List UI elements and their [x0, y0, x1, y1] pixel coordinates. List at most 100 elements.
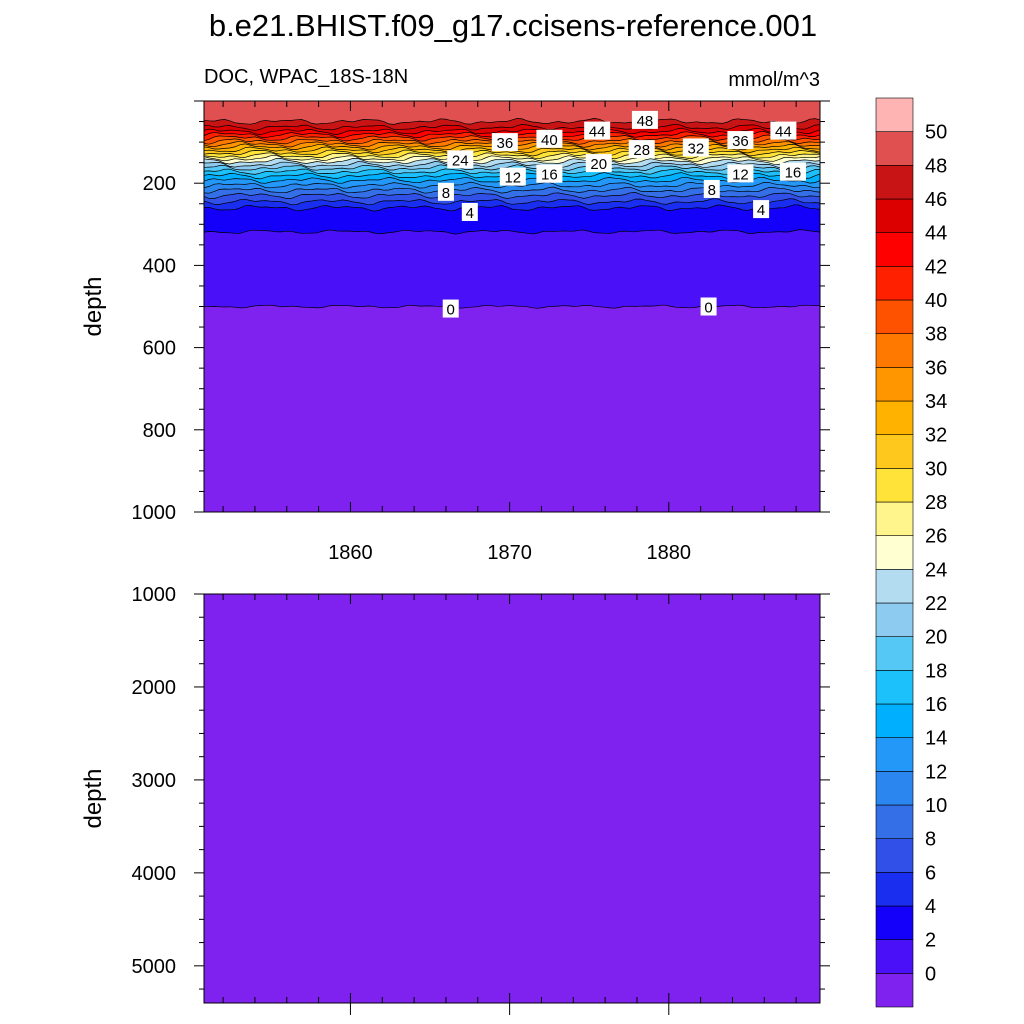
colorbar-label: 0 [925, 963, 936, 985]
colorbar-swatch [875, 434, 914, 469]
contour-label: 16 [536, 164, 563, 184]
contour-label: 32 [682, 138, 709, 157]
colorbar-label: 44 [925, 223, 947, 245]
y-tick-label: 4000 [132, 863, 177, 885]
colorbar-swatch [875, 771, 914, 806]
contour-label: 4 [753, 200, 770, 219]
colorbar-label: 42 [925, 256, 947, 278]
colorbar-label: 18 [925, 660, 947, 682]
colorbar-label: 16 [925, 694, 947, 716]
svg-text:16: 16 [785, 165, 802, 182]
colorbar-swatch [875, 703, 914, 738]
colorbar-swatch [875, 804, 914, 839]
contour-line-48 [204, 118, 820, 125]
contour-line-28 [204, 152, 820, 160]
contour-label: 12 [727, 164, 754, 183]
chart-title: b.e21.BHIST.f09_g17.ccisens-reference.00… [209, 8, 817, 43]
x-tick-label: 1880 [647, 542, 692, 564]
contour-label: 24 [447, 150, 474, 169]
x-tick-label: 1860 [328, 542, 373, 564]
x-tick-label: 1870 [487, 542, 532, 564]
contour-line-6 [204, 198, 820, 206]
colorbar-label: 2 [925, 930, 936, 952]
colorbar-label: 48 [925, 155, 947, 177]
colorbar-label: 20 [925, 627, 947, 649]
colorbar-label: 12 [925, 761, 947, 783]
svg-text:4: 4 [757, 202, 765, 219]
y-tick-label: 1000 [132, 502, 177, 524]
colorbar-swatch [875, 266, 914, 301]
colorbar-swatch [875, 838, 914, 873]
y-tick-label: 2000 [132, 677, 177, 699]
contour-label: 0 [700, 297, 717, 317]
svg-text:44: 44 [775, 124, 792, 141]
colorbar-swatch [875, 602, 914, 637]
svg-text:20: 20 [590, 156, 607, 173]
colorbar-label: 8 [925, 829, 936, 851]
y-tick-label: 3000 [132, 770, 177, 792]
colorbar-label: 10 [925, 795, 947, 817]
colorbar-swatch [875, 737, 914, 772]
contour-line-4 [204, 204, 820, 212]
colorbar-swatch [875, 400, 914, 435]
colorbar-swatch [875, 468, 914, 503]
svg-text:12: 12 [732, 166, 749, 183]
colorbar-swatch [875, 872, 914, 907]
colorbar-swatch [875, 670, 914, 705]
svg-text:4: 4 [466, 205, 474, 222]
band-above-48 [204, 101, 820, 125]
contour-line-20 [204, 164, 820, 172]
colorbar-label: 28 [925, 492, 947, 514]
colorbar-label: 32 [925, 425, 947, 447]
panel-frame [203, 593, 821, 1004]
svg-text:12: 12 [504, 170, 521, 187]
colorbar-swatch [875, 165, 914, 200]
colorbar-swatch [875, 367, 914, 402]
y-tick-label: 200 [143, 173, 176, 195]
contour-line-46 [204, 123, 820, 131]
colorbar-swatch [875, 97, 914, 132]
contour-line-22 [204, 161, 820, 169]
colorbar-label: 22 [925, 593, 947, 615]
colorbar-label: 24 [925, 559, 947, 581]
colorbar-label: 26 [925, 526, 947, 548]
colorbar-label: 30 [925, 458, 947, 480]
colorbar-label: 4 [925, 896, 936, 918]
colorbar-swatch [875, 299, 914, 334]
colorbar-swatch [875, 905, 914, 940]
colorbar-swatch [875, 333, 914, 368]
contour-label: 8 [703, 179, 720, 199]
svg-text:36: 36 [496, 135, 513, 152]
contour-label: 8 [437, 182, 454, 202]
contour-label: 20 [585, 154, 612, 173]
contour-line-24 [204, 158, 820, 165]
svg-text:28: 28 [633, 142, 650, 159]
y-tick-label: 5000 [132, 956, 177, 978]
svg-text:40: 40 [541, 132, 558, 149]
contour-label: 4 [461, 202, 478, 222]
colorbar-label: 46 [925, 189, 947, 211]
colorbar-label: 38 [925, 324, 947, 346]
contour-label: 16 [779, 162, 806, 182]
colorbar-swatch [875, 131, 914, 166]
contour-label: 44 [770, 121, 797, 141]
contour-label: 44 [584, 121, 611, 141]
svg-text:0: 0 [704, 300, 712, 317]
svg-text:24: 24 [452, 152, 469, 169]
contour-label: 36 [727, 131, 754, 150]
colorbar-swatch [875, 569, 914, 604]
svg-text:48: 48 [637, 113, 654, 130]
units-subtitle: mmol/m^3 [728, 69, 820, 91]
colorbar: 0246810121416182022242628303234363840424… [875, 97, 947, 1008]
colorbar-swatch [875, 501, 914, 536]
contour-line-44 [204, 127, 820, 136]
y-tick-label: 800 [143, 420, 176, 442]
contour-label: 40 [536, 129, 563, 149]
colorbar-label: 6 [925, 862, 936, 884]
colorbar-swatch [875, 535, 914, 570]
contour-label: 12 [499, 167, 526, 187]
colorbar-label: 14 [925, 728, 947, 750]
contour-line-2 [204, 229, 820, 235]
svg-text:8: 8 [708, 182, 716, 199]
